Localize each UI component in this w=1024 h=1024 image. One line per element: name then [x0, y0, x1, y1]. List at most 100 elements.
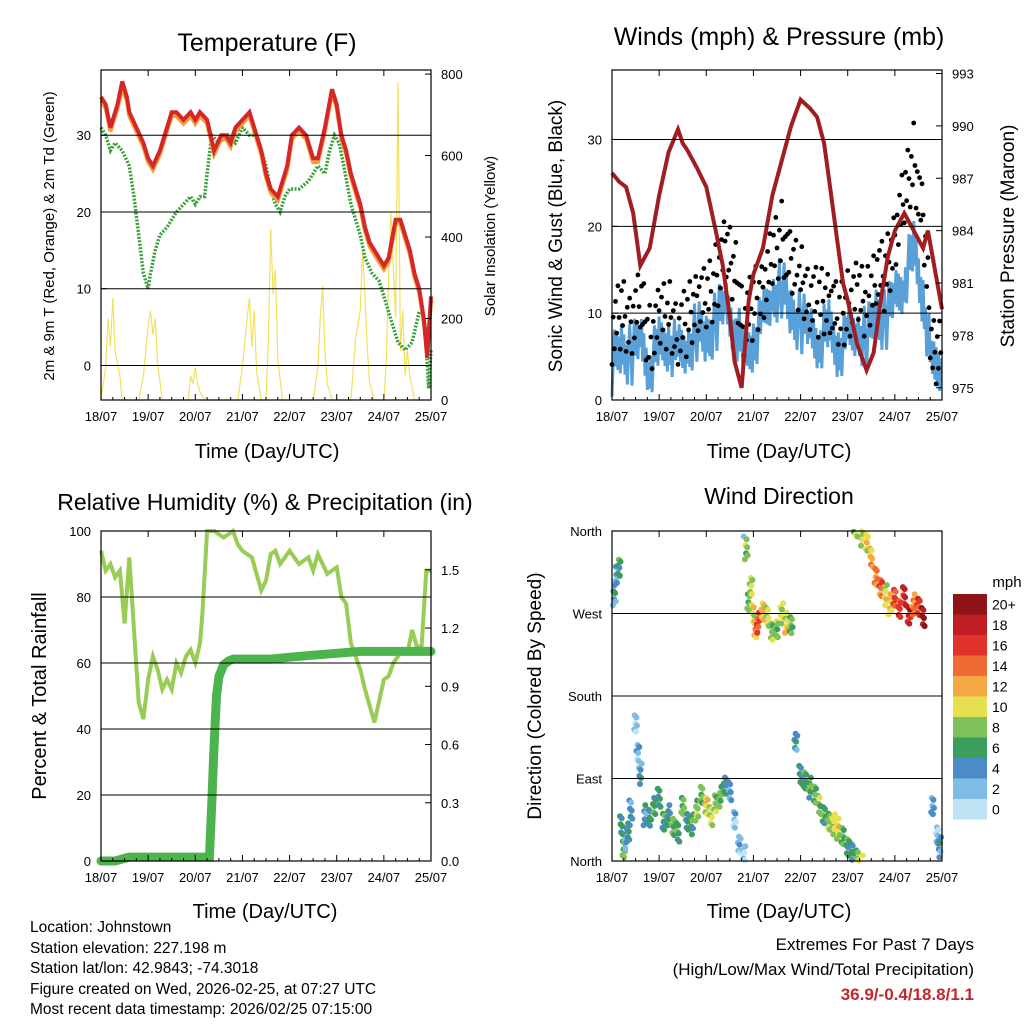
- gust-point: [871, 253, 876, 259]
- gust-point: [686, 327, 691, 333]
- colorbar-label: 2: [992, 781, 1000, 797]
- colorbar-swatch: [953, 799, 987, 820]
- direction-point: [749, 577, 756, 583]
- direction-point: [897, 614, 904, 620]
- direction-point: [632, 728, 639, 735]
- gust-point: [824, 318, 829, 323]
- direction-point: [661, 826, 668, 833]
- gust-point: [615, 283, 621, 289]
- direction-point: [614, 579, 620, 586]
- station-location: Location: Johnstown: [30, 919, 172, 936]
- direction-point: [774, 626, 781, 633]
- gust-point: [821, 331, 827, 337]
- y-tick-label: North: [570, 854, 602, 869]
- winds-panel: Winds (mph) & Pressure (mb) Time (Day/UT…: [546, 23, 1019, 463]
- colorbar-swatch: [953, 614, 987, 635]
- direction-point: [789, 616, 795, 623]
- gust-point: [859, 263, 865, 269]
- gust-point: [789, 291, 795, 296]
- y2-tick-label: 984: [952, 224, 974, 239]
- y-tick-label: 0: [595, 393, 602, 408]
- x-tick-label: 18/07: [596, 870, 629, 885]
- colorbar-swatch: [953, 635, 987, 656]
- gust-point: [725, 231, 730, 237]
- gust-point: [614, 330, 620, 336]
- direction-point: [657, 803, 664, 810]
- direction-point: [657, 795, 663, 802]
- x-tick-label: 20/07: [690, 870, 723, 885]
- colorbar-label: 18: [992, 617, 1008, 633]
- x-tick-label: 22/07: [784, 409, 817, 424]
- gust-point: [698, 319, 703, 324]
- direction-point: [652, 811, 659, 818]
- gust-point: [924, 284, 930, 289]
- x-tick-label: 19/07: [643, 409, 676, 424]
- gust-point: [632, 335, 637, 341]
- gust-point: [927, 355, 933, 361]
- gust-point: [673, 301, 678, 306]
- gust-point: [810, 318, 815, 323]
- plot-frame: [611, 530, 943, 862]
- gust-point: [832, 321, 838, 326]
- gust-point: [911, 120, 917, 126]
- gust-point: [668, 315, 674, 320]
- gust-point: [630, 303, 636, 309]
- direction-point: [727, 781, 734, 788]
- gust-point: [845, 268, 851, 273]
- gust-point: [813, 264, 819, 270]
- gust-point: [865, 263, 871, 269]
- extremes-subtitle: (High/Low/Max Wind/Total Precipitation): [672, 960, 974, 979]
- gust-point: [652, 350, 657, 356]
- gust-point: [890, 266, 895, 271]
- gust-point: [909, 154, 914, 159]
- direction-point: [675, 830, 682, 837]
- x-tick-label: 24/07: [368, 870, 401, 885]
- recent-timestamp: Most recent data timestamp: 2026/02/25 0…: [30, 1001, 373, 1018]
- gust-point: [759, 264, 765, 270]
- x-tick-label: 23/07: [320, 409, 353, 424]
- gust-point: [649, 366, 655, 372]
- gust-point: [773, 215, 779, 220]
- gust-point: [739, 283, 744, 289]
- x-tick-label: 22/07: [784, 870, 817, 885]
- x-tick-label: 20/07: [690, 409, 723, 424]
- gust-point: [678, 348, 683, 354]
- direction-point: [859, 852, 866, 859]
- gust-point: [793, 237, 799, 243]
- direction-point: [830, 817, 837, 824]
- gust-point: [774, 245, 780, 251]
- direction-point: [916, 597, 923, 604]
- gust-point: [901, 220, 907, 226]
- direction-point: [622, 845, 629, 852]
- humidity-precip-panel: Relative Humidity (%) & Precipitation (i…: [29, 489, 473, 923]
- gust-point: [834, 316, 840, 321]
- wind-direction-panel: Wind Direction Time (Day/UTC) Direction …: [525, 483, 1022, 923]
- gust-point: [771, 232, 776, 238]
- gust-point: [838, 326, 843, 332]
- gust-point: [925, 255, 931, 260]
- direction-point: [906, 620, 913, 627]
- x-tick-label: 25/07: [926, 870, 959, 885]
- gust-point: [900, 202, 906, 208]
- gust-point: [758, 311, 763, 317]
- direction-point: [633, 714, 640, 721]
- gust-point: [933, 381, 939, 387]
- gust-point: [866, 293, 872, 299]
- direction-point: [713, 808, 719, 815]
- direction-point: [754, 629, 761, 636]
- gust-point: [666, 322, 671, 327]
- colorbar-label: 6: [992, 740, 1000, 756]
- gust-point: [808, 283, 814, 288]
- winds-ylabel: Sonic Wind & Gust (Blue, Black): [546, 100, 567, 372]
- x-tick-label: 25/07: [926, 409, 959, 424]
- gust-point: [765, 249, 770, 254]
- temp-2m-line: [99, 80, 433, 358]
- gust-point: [819, 266, 825, 271]
- gust-point: [825, 271, 831, 277]
- direction-point: [803, 771, 810, 778]
- gust-point: [930, 365, 935, 371]
- gust-point: [718, 285, 723, 291]
- y-tick-label: West: [573, 607, 603, 622]
- humidity-ylabel: Percent & Total Rainfall: [29, 592, 51, 800]
- gust-point: [764, 297, 769, 303]
